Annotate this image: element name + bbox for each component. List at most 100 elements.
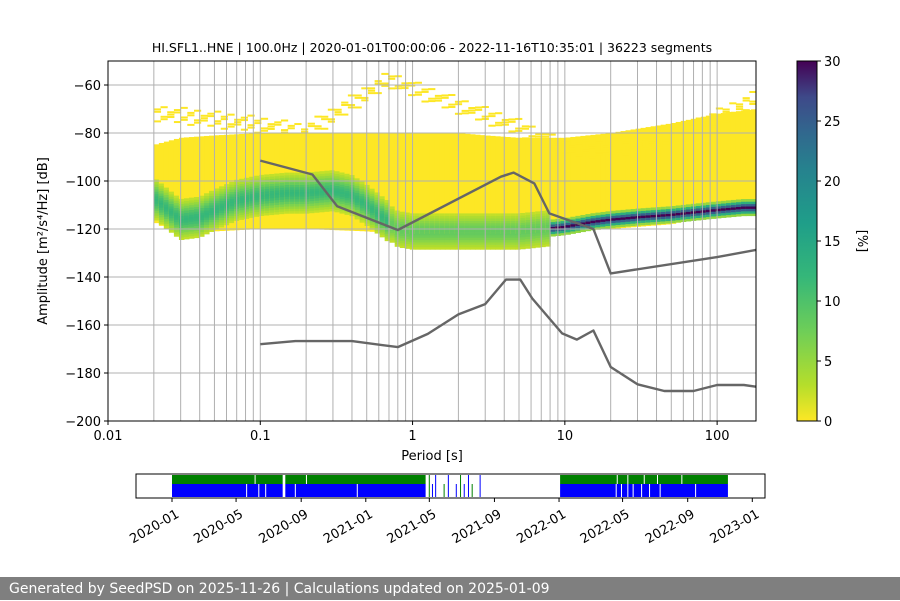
heatmap-cell <box>304 182 310 185</box>
heatmap-cell <box>675 129 683 132</box>
heatmap-cell <box>384 214 391 218</box>
heatmap-cell <box>354 187 361 191</box>
heatmap-cell <box>404 238 411 242</box>
heatmap-cell <box>505 136 511 234</box>
heatmap-cell <box>240 116 249 119</box>
heatmap-cell <box>163 197 170 200</box>
heatmap-cell <box>540 242 546 245</box>
heatmap-cell <box>314 195 320 199</box>
heatmap-cell <box>369 200 376 204</box>
heatmap-cell <box>204 198 210 201</box>
heatmap-cell <box>219 210 225 214</box>
heatmap-cell <box>199 217 205 221</box>
x-axis-label: Period [s] <box>401 449 463 464</box>
heatmap-cell <box>249 203 255 206</box>
heatmap-cell <box>158 219 165 223</box>
heatmap-cell <box>314 127 322 130</box>
footer-text: Generated by SeedPSD on 2025-11-26 | Cal… <box>9 581 550 597</box>
heatmap-cell <box>188 197 195 201</box>
heatmap-cell <box>274 209 280 213</box>
heatmap-cell <box>419 242 426 245</box>
heatmap-cell <box>635 213 642 217</box>
heatmap-cell <box>309 193 315 197</box>
heatmap-cell <box>545 224 551 228</box>
heatmap-cell <box>153 108 162 111</box>
heatmap-cell <box>710 208 717 212</box>
availability-panel: 2020-01 2020-05 2020-09 2021-01 2021-05 2021-… <box>127 473 766 547</box>
heatmap-cell <box>469 237 476 241</box>
heatmap-cell <box>214 120 222 123</box>
heatmap-cell <box>183 222 190 225</box>
heatmap-cell <box>168 230 175 233</box>
heatmap-cell <box>495 235 501 238</box>
heatmap-cell <box>449 242 456 245</box>
heatmap-cell <box>188 233 195 237</box>
y-tick-label: −140 <box>65 271 101 286</box>
heatmap-cell <box>725 209 732 213</box>
noise-model-lines <box>259 159 756 393</box>
heatmap-cell <box>284 187 290 190</box>
heatmap-cell <box>269 173 275 177</box>
heatmap-cell <box>239 193 245 196</box>
heatmap-cell <box>269 202 275 206</box>
heatmap-cell <box>153 217 160 221</box>
heatmap-cell <box>279 187 285 191</box>
heatmap-cell <box>545 227 551 230</box>
heatmap-cell <box>321 118 329 121</box>
heatmap-cell <box>214 195 220 199</box>
x-tick-label: 10 <box>557 429 574 444</box>
heatmap-cell <box>214 188 220 192</box>
heatmap-cell <box>650 217 657 220</box>
heatmap-cell <box>364 206 371 210</box>
heatmap-cell <box>289 187 295 190</box>
heatmap-cell <box>188 207 195 210</box>
availability-gap <box>258 484 260 497</box>
availability-gap <box>254 475 256 484</box>
heatmap-cell <box>158 221 165 225</box>
heatmap-cell <box>294 208 300 212</box>
heatmap-cell <box>535 242 541 246</box>
heatmap-cell <box>730 204 737 208</box>
heatmap-cell <box>480 237 486 241</box>
heatmap-cell <box>163 214 170 217</box>
heatmap-cell <box>314 205 320 208</box>
heatmap-cell <box>254 190 260 193</box>
heatmap-cell <box>459 213 466 217</box>
heatmap-cell <box>508 130 516 133</box>
heatmap-cell <box>700 205 707 208</box>
heatmap-cell <box>715 119 724 122</box>
heatmap-cell <box>163 206 170 210</box>
heatmap-cell <box>528 137 536 140</box>
heatmap-cell <box>545 234 551 238</box>
heatmap-cell <box>582 151 590 154</box>
heatmap-cell <box>740 201 747 205</box>
heatmap-cell <box>444 244 451 248</box>
colorbar-tick-label: 25 <box>824 115 841 130</box>
heatmap-cell <box>685 206 692 210</box>
heatmap-cell <box>570 226 576 230</box>
heatmap-cell <box>715 203 722 207</box>
heatmap-cell <box>720 210 727 214</box>
heatmap-cell <box>464 247 471 250</box>
date-tick-label: 2020-09 <box>257 507 312 547</box>
heatmap-cell <box>600 219 606 222</box>
heatmap-cell <box>158 209 165 213</box>
heatmap-cell <box>541 133 550 136</box>
heatmap-cell <box>158 185 165 189</box>
heatmap-cell <box>379 213 386 216</box>
heatmap-cell <box>454 215 461 219</box>
heatmap-cell <box>183 227 190 230</box>
heatmap-cell <box>199 200 205 204</box>
heatmap-cell <box>655 219 662 222</box>
heatmap-cell <box>469 134 476 234</box>
heatmap-cell <box>675 215 682 218</box>
heatmap-cell <box>414 242 421 245</box>
heatmap-cell <box>434 235 441 238</box>
heatmap-cell <box>530 226 536 230</box>
heatmap-cell <box>441 96 449 99</box>
heatmap-cell <box>183 212 190 216</box>
heatmap-cell <box>595 212 601 216</box>
heatmap-cell <box>630 129 637 228</box>
heatmap-cell <box>414 247 421 250</box>
heatmap-cell <box>304 194 310 197</box>
